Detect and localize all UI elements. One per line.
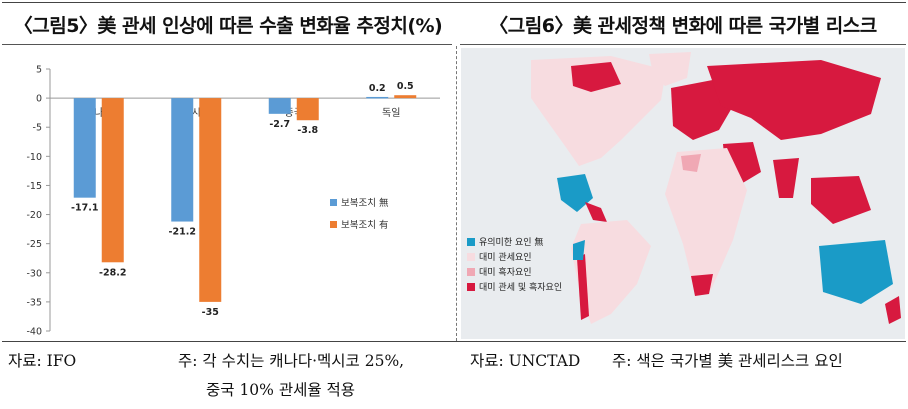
data-label: -3.8 — [297, 125, 318, 136]
bar-no-retaliation — [268, 98, 291, 114]
map-region-north-america — [531, 56, 666, 166]
bar-retaliation — [394, 95, 417, 99]
category-label: 독일 — [382, 107, 400, 119]
map-legend-item: 대미 관세요인 — [467, 249, 562, 264]
map-region-chile — [577, 254, 589, 320]
data-label: -2.7 — [269, 119, 290, 130]
y-tick-label: -5 — [33, 123, 42, 134]
right-source-caption: 자료: UNCTAD — [470, 352, 581, 370]
legend-label: 보복조치 無 — [341, 197, 389, 209]
map-region-mexico — [557, 174, 593, 212]
title-rule-right — [460, 44, 906, 45]
legend-swatch — [330, 199, 337, 206]
map-region-india — [773, 158, 799, 198]
data-label: -35 — [202, 307, 219, 318]
bar-retaliation — [101, 98, 124, 263]
y-tick-label: 5 — [36, 65, 42, 76]
map-region-peru — [573, 240, 585, 260]
legend-swatch — [467, 252, 475, 261]
top-rule — [2, 2, 906, 3]
data-label: 0.5 — [397, 81, 414, 92]
y-tick-label: -20 — [26, 210, 42, 221]
legend-swatch — [467, 267, 475, 276]
bar-retaliation — [296, 98, 319, 121]
bar-no-retaliation — [171, 98, 194, 222]
map-region-greenland — [649, 52, 691, 86]
legend-swatch — [467, 237, 475, 246]
data-label: -17.1 — [71, 203, 98, 214]
y-tick-label: -25 — [26, 239, 42, 250]
map-legend-item: 대미 관세 및 흑자요인 — [467, 279, 562, 294]
world-map-graphic — [531, 52, 901, 324]
panel-divider — [456, 46, 457, 341]
y-tick-label: 0 — [36, 94, 42, 105]
y-tick-label: -30 — [26, 268, 42, 279]
data-label: -21.2 — [169, 227, 196, 238]
map-region-south-africa — [691, 274, 713, 296]
y-tick-label: -10 — [26, 152, 42, 163]
left-note-line-2: 중국 10% 관세율 적용 — [206, 381, 356, 399]
map-region-canada — [571, 62, 621, 92]
map-region-africa — [665, 148, 747, 292]
y-tick-label: -15 — [26, 181, 42, 192]
legend-label: 대미 관세 및 흑자요인 — [479, 283, 563, 293]
world-risk-map: 유의미한 요인 無 대미 관세요인 대미 흑자요인 대미 관세 및 흑자요인 — [461, 48, 905, 339]
map-legend-item: 대미 흑자요인 — [467, 264, 562, 279]
right-note: 주: 색은 국가별 美 관세리스크 요인 — [612, 352, 843, 370]
map-region-south-america — [571, 220, 651, 324]
map-region-russia-asia — [707, 60, 881, 140]
left-note-line-1: 주: 각 수치는 캐나다·멕시코 25%, — [178, 352, 405, 370]
title-rule-left — [2, 44, 452, 45]
data-label: -28.2 — [99, 267, 126, 278]
legend-swatch — [330, 221, 337, 228]
legend-swatch — [467, 282, 475, 291]
y-tick-label: -35 — [26, 297, 42, 308]
legend-label: 대미 흑자요인 — [479, 268, 532, 278]
map-legend-item: 유의미한 요인 無 — [467, 234, 562, 249]
bottom-rule — [2, 341, 906, 342]
map-region-central-america — [585, 202, 607, 222]
legend-label: 유의미한 요인 無 — [479, 238, 544, 248]
bar-chart: 50-5-10-15-20-25-30-35-40캐나다-17.1-28.2멕시… — [26, 65, 440, 338]
map-region-new-zealand — [885, 296, 901, 324]
y-tick-label: -40 — [26, 327, 42, 338]
map-region-southeast-asia — [811, 176, 871, 224]
bar-no-retaliation — [366, 96, 389, 99]
legend-label: 대미 관세요인 — [479, 253, 532, 263]
bar-no-retaliation — [73, 98, 96, 198]
legend-label: 보복조치 有 — [341, 219, 388, 231]
map-region-australia — [819, 240, 893, 304]
map-legend: 유의미한 요인 無 대미 관세요인 대미 흑자요인 대미 관세 및 흑자요인 — [467, 234, 562, 294]
left-source-caption: 자료: IFO — [8, 352, 77, 370]
bar-retaliation — [199, 98, 222, 302]
map-region-north-africa — [681, 154, 701, 172]
data-label: 0.2 — [369, 83, 386, 94]
figure5-title: 〈그림5〉美 관세 인상에 따른 수출 변화율 추정치(%) — [13, 15, 443, 37]
figure6-title: 〈그림6〉美 관세정책 변화에 따른 국가별 리스크 — [489, 15, 877, 37]
